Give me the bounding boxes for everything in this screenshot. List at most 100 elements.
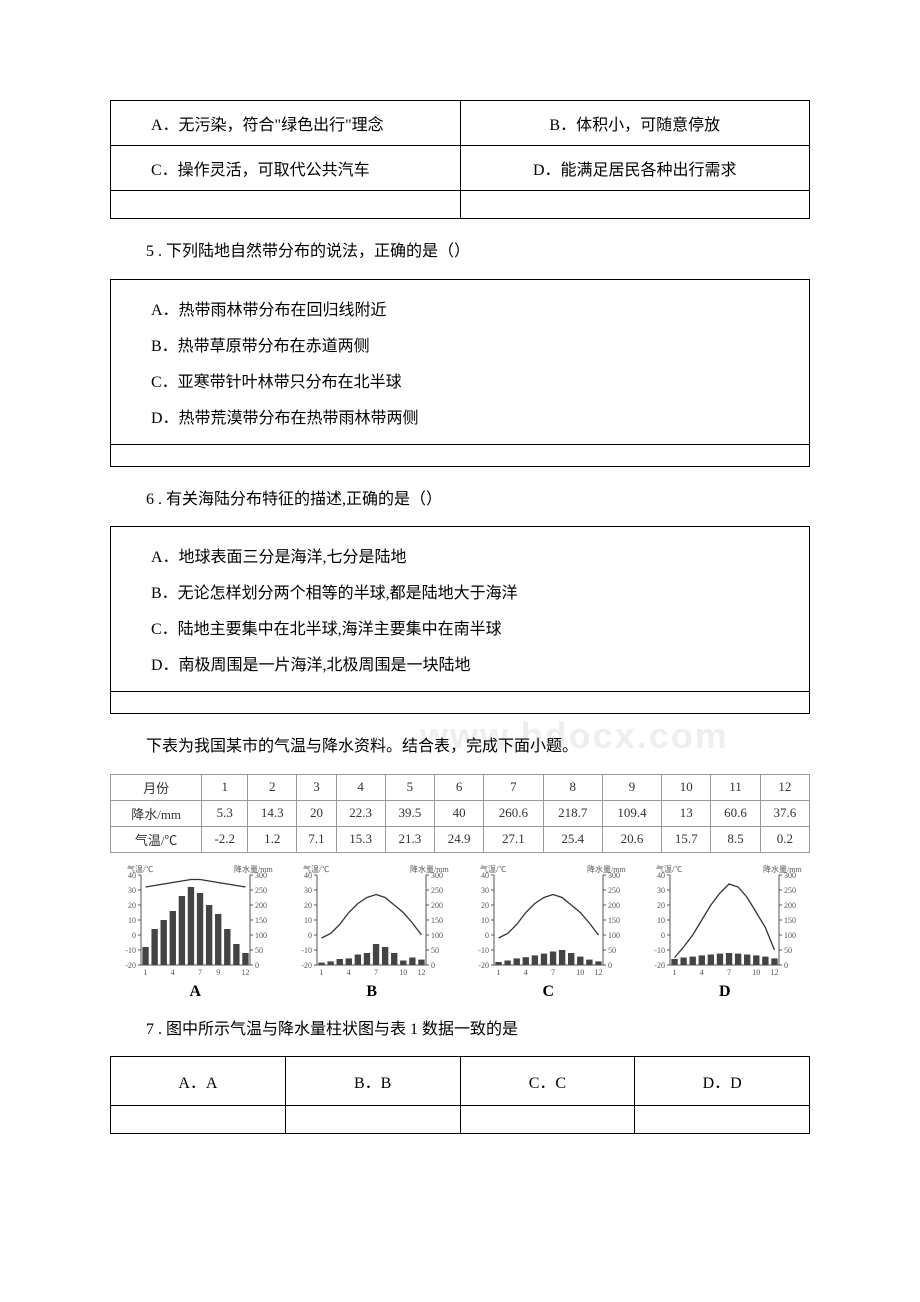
svg-text:12: 12 bbox=[594, 968, 602, 977]
svg-text:0: 0 bbox=[608, 961, 612, 970]
q5-text: 5 . 下列陆地自然带分布的说法，正确的是（） bbox=[146, 239, 810, 265]
data-table-cell: 27.1 bbox=[484, 826, 543, 852]
svg-text:30: 30 bbox=[128, 886, 136, 895]
svg-text:10: 10 bbox=[128, 916, 136, 925]
svg-text:降水量/mm: 降水量/mm bbox=[763, 864, 802, 874]
data-table-cell: 60.6 bbox=[711, 800, 760, 826]
svg-text:7: 7 bbox=[198, 968, 202, 977]
data-table-cell: 5.3 bbox=[202, 800, 248, 826]
svg-text:300: 300 bbox=[608, 871, 620, 880]
svg-text:150: 150 bbox=[608, 916, 620, 925]
svg-text:50: 50 bbox=[784, 946, 792, 955]
svg-text:-20: -20 bbox=[125, 961, 136, 970]
svg-text:50: 50 bbox=[255, 946, 263, 955]
svg-text:40: 40 bbox=[481, 871, 489, 880]
climate-chart: 气温/℃降水量/mm403020100-10-20300250200150100… bbox=[113, 861, 278, 981]
svg-text:100: 100 bbox=[608, 931, 620, 940]
data-table-header: 11 bbox=[711, 774, 760, 800]
svg-text:-20: -20 bbox=[655, 961, 666, 970]
svg-text:12: 12 bbox=[418, 968, 426, 977]
chart-label: D bbox=[640, 983, 811, 1001]
data-table-header: 月份 bbox=[111, 774, 202, 800]
svg-text:150: 150 bbox=[784, 916, 796, 925]
svg-text:40: 40 bbox=[128, 871, 136, 880]
data-table-cell: 气温/℃ bbox=[111, 826, 202, 852]
svg-text:7: 7 bbox=[551, 968, 555, 977]
svg-text:20: 20 bbox=[481, 901, 489, 910]
svg-text:50: 50 bbox=[431, 946, 439, 955]
chart-label: B bbox=[287, 983, 458, 1001]
svg-text:200: 200 bbox=[255, 901, 267, 910]
data-table-cell: 13 bbox=[662, 800, 711, 826]
svg-text:200: 200 bbox=[784, 901, 796, 910]
svg-text:10: 10 bbox=[576, 968, 584, 977]
q7-option-c: C．C bbox=[460, 1057, 635, 1106]
svg-text:7: 7 bbox=[374, 968, 378, 977]
svg-text:-10: -10 bbox=[478, 946, 489, 955]
svg-text:4: 4 bbox=[171, 968, 175, 977]
svg-text:降水量/mm: 降水量/mm bbox=[410, 864, 449, 874]
svg-text:20: 20 bbox=[128, 901, 136, 910]
svg-text:4: 4 bbox=[700, 968, 704, 977]
svg-text:-10: -10 bbox=[655, 946, 666, 955]
svg-text:300: 300 bbox=[431, 871, 443, 880]
q5-option-c: C．亚寒带针叶林带只分布在北半球 bbox=[119, 362, 801, 398]
q7-option-b: B．B bbox=[285, 1057, 460, 1106]
data-table-cell: 1.2 bbox=[248, 826, 297, 852]
svg-text:7: 7 bbox=[727, 968, 731, 977]
data-table-cell: 14.3 bbox=[248, 800, 297, 826]
svg-text:12: 12 bbox=[241, 968, 249, 977]
svg-text:-10: -10 bbox=[302, 946, 313, 955]
svg-text:0: 0 bbox=[255, 961, 259, 970]
q4-options-table: A．无污染，符合"绿色出行"理念 B．体积小，可随意停放 C．操作灵活，可取代公… bbox=[110, 100, 810, 219]
q7-option-d: D．D bbox=[635, 1057, 810, 1106]
data-table-header: 6 bbox=[435, 774, 484, 800]
svg-text:1: 1 bbox=[320, 968, 324, 977]
svg-text:200: 200 bbox=[431, 901, 443, 910]
data-table-cell: 218.7 bbox=[543, 800, 602, 826]
svg-text:12: 12 bbox=[771, 968, 779, 977]
q4-option-c: C．操作灵活，可取代公共汽车 bbox=[119, 156, 370, 180]
q7-text: 7 . 图中所示气温与降水量柱状图与表 1 数据一致的是 bbox=[146, 1017, 810, 1043]
q4-option-b: B．体积小，可随意停放 bbox=[549, 117, 720, 134]
data-table-header: 12 bbox=[760, 774, 809, 800]
data-table-cell: 39.5 bbox=[385, 800, 434, 826]
chart-cell-C: 气温/℃降水量/mm403020100-10-20300250200150100… bbox=[463, 861, 634, 1001]
svg-text:10: 10 bbox=[753, 968, 761, 977]
svg-text:0: 0 bbox=[485, 931, 489, 940]
svg-text:40: 40 bbox=[304, 871, 312, 880]
svg-text:200: 200 bbox=[608, 901, 620, 910]
svg-text:0: 0 bbox=[308, 931, 312, 940]
svg-text:250: 250 bbox=[431, 886, 443, 895]
data-table-cell: 109.4 bbox=[602, 800, 661, 826]
svg-text:300: 300 bbox=[255, 871, 267, 880]
svg-text:100: 100 bbox=[255, 931, 267, 940]
data-table-cell: 25.4 bbox=[543, 826, 602, 852]
climate-data-table: 月份123456789101112 降水/mm5.314.32022.339.5… bbox=[110, 774, 810, 853]
q4-option-d: D．能满足居民各种出行需求 bbox=[533, 162, 737, 179]
chart-label: A bbox=[110, 983, 281, 1001]
data-table-cell: 20.6 bbox=[602, 826, 661, 852]
q5-option-a: A．热带雨林带分布在回归线附近 bbox=[119, 290, 801, 326]
data-table-header: 1 bbox=[202, 774, 248, 800]
svg-text:-20: -20 bbox=[302, 961, 313, 970]
svg-text:4: 4 bbox=[347, 968, 351, 977]
data-table-cell: 20 bbox=[297, 800, 336, 826]
svg-text:40: 40 bbox=[657, 871, 665, 880]
q4-option-a: A．无污染，符合"绿色出行"理念 bbox=[119, 111, 384, 135]
svg-text:10: 10 bbox=[481, 916, 489, 925]
svg-text:0: 0 bbox=[132, 931, 136, 940]
svg-text:9: 9 bbox=[216, 968, 220, 977]
svg-text:-20: -20 bbox=[478, 961, 489, 970]
data-table-header: 3 bbox=[297, 774, 336, 800]
data-table-header: 5 bbox=[385, 774, 434, 800]
svg-text:10: 10 bbox=[304, 916, 312, 925]
q6-option-a: A．地球表面三分是海洋,七分是陆地 bbox=[119, 537, 801, 573]
svg-text:0: 0 bbox=[784, 961, 788, 970]
data-table-header: 7 bbox=[484, 774, 543, 800]
chart-label: C bbox=[463, 983, 634, 1001]
data-table-header: 10 bbox=[662, 774, 711, 800]
data-table-cell: 260.6 bbox=[484, 800, 543, 826]
svg-text:100: 100 bbox=[431, 931, 443, 940]
charts-row: 气温/℃降水量/mm403020100-10-20300250200150100… bbox=[110, 861, 810, 1001]
